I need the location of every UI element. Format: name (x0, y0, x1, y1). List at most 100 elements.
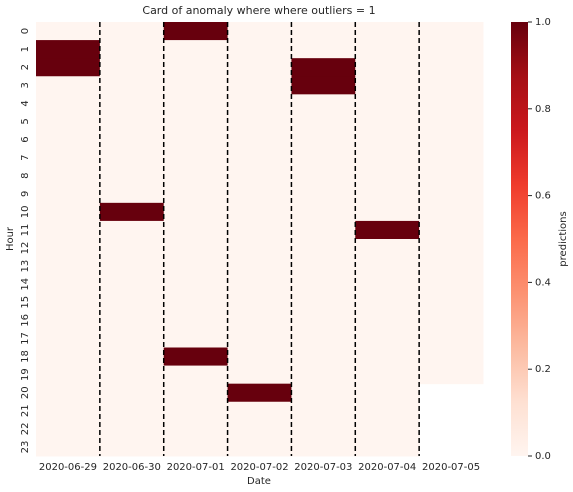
heatmap-cell (99, 202, 165, 222)
heatmap-cell (355, 419, 420, 439)
heatmap-cell (227, 76, 292, 95)
y-tick-label: 15 (20, 296, 31, 309)
heatmap-cell (227, 94, 292, 113)
heatmap-cell (227, 293, 292, 312)
heatmap-cell (291, 383, 356, 403)
x-axis-label: Date (247, 476, 271, 487)
y-tick-label: 4 (20, 100, 31, 106)
heatmap-cell (163, 293, 229, 312)
heatmap-cell (163, 401, 229, 421)
heatmap-cell (355, 22, 420, 41)
heatmap-cell (355, 184, 420, 204)
heatmap-cell (227, 58, 292, 77)
heatmap-cell (36, 112, 101, 131)
heatmap-cell (163, 58, 229, 77)
y-tick-label: 19 (20, 368, 31, 381)
heatmap-cell (36, 383, 101, 403)
heatmap-cell (99, 76, 165, 95)
y-tick-label: 12 (20, 242, 31, 255)
heatmap-cell (355, 365, 420, 385)
heatmap-cell (227, 257, 292, 276)
heatmap-cell (163, 220, 229, 240)
heatmap-cell (355, 202, 420, 222)
y-tick-label: 9 (20, 191, 31, 197)
heatmap-cell (227, 329, 292, 348)
heatmap-cell (291, 184, 356, 204)
x-tick-label: 2020-07-05 (422, 462, 480, 473)
heatmap-cell (36, 130, 101, 150)
heatmap-cell (291, 311, 356, 330)
heatmap-cell (36, 257, 101, 276)
heatmap-cell (163, 76, 229, 95)
heatmap-cell (355, 329, 420, 348)
heatmap-cell (355, 239, 420, 258)
heatmap-cell (355, 401, 420, 421)
colorbar-tick-label: 0.8 (535, 104, 551, 115)
heatmap-cell (36, 166, 101, 186)
heatmap-cell (355, 437, 420, 457)
y-tick-label: 17 (20, 332, 31, 345)
heatmap-cell (419, 58, 484, 77)
y-tick-label: 5 (20, 118, 31, 124)
heatmap-cell (291, 76, 356, 95)
heatmap-cell (227, 184, 292, 204)
heatmap-cell (355, 94, 420, 113)
heatmap-cell (227, 202, 292, 222)
heatmap-cell (163, 22, 229, 41)
y-tick-label: 10 (20, 206, 31, 219)
heatmap-cell (419, 184, 484, 204)
heatmap-cell (355, 275, 420, 294)
heatmap-cell (36, 239, 101, 258)
heatmap-cell (99, 40, 165, 59)
y-tick-label: 0 (20, 28, 31, 34)
heatmap-cell (227, 148, 292, 168)
heatmap-cell (291, 112, 356, 131)
heatmap-cell (99, 184, 165, 204)
heatmap-cell (36, 293, 101, 312)
heatmap-cell (355, 166, 420, 186)
y-tick-label: 11 (20, 224, 31, 237)
heatmap-cell (227, 220, 292, 240)
y-tick-label: 21 (20, 404, 31, 417)
y-tick-label: 22 (20, 423, 31, 436)
heatmap-cell (419, 220, 484, 240)
y-tick-label: 1 (20, 46, 31, 52)
heatmap-cell (355, 257, 420, 276)
y-axis-label: Hour (5, 226, 16, 251)
heatmap-cell (99, 293, 165, 312)
colorbar-tick-label: 0.2 (535, 364, 551, 375)
heatmap-cell (36, 329, 101, 348)
heatmap-cell (355, 311, 420, 330)
heatmap-cell (99, 437, 165, 457)
heatmap-cell (227, 401, 292, 421)
y-tick-label: 13 (20, 260, 31, 273)
heatmap-cell (291, 293, 356, 312)
heatmap-cell (99, 383, 165, 403)
y-tick-label: 2 (20, 64, 31, 70)
heatmap-cell (291, 58, 356, 77)
heatmap-cell (36, 202, 101, 222)
heatmap-cell (291, 401, 356, 421)
heatmap-cell (419, 311, 484, 330)
colorbar-tick-label: 1.0 (535, 17, 551, 28)
heatmap-cell (227, 275, 292, 294)
heatmap-cell (291, 40, 356, 59)
heatmap-cell (99, 257, 165, 276)
heatmap-cell (419, 293, 484, 312)
x-tick-label: 2020-06-30 (103, 462, 161, 473)
heatmap-cell (291, 130, 356, 150)
heatmap-cell (36, 58, 101, 77)
heatmap-cell (99, 419, 165, 439)
heatmap-cell (419, 94, 484, 113)
heatmap-cell (99, 148, 165, 168)
heatmap-cell (419, 40, 484, 59)
heatmap-cell (99, 401, 165, 421)
heatmap-cell (291, 220, 356, 240)
heatmap-cell (355, 112, 420, 131)
heatmap-cell (36, 76, 101, 95)
heatmap-cell (36, 148, 101, 168)
colorbar-tick-label: 0.6 (535, 191, 551, 202)
heatmap-cell (163, 311, 229, 330)
heatmap-cell (419, 22, 484, 41)
